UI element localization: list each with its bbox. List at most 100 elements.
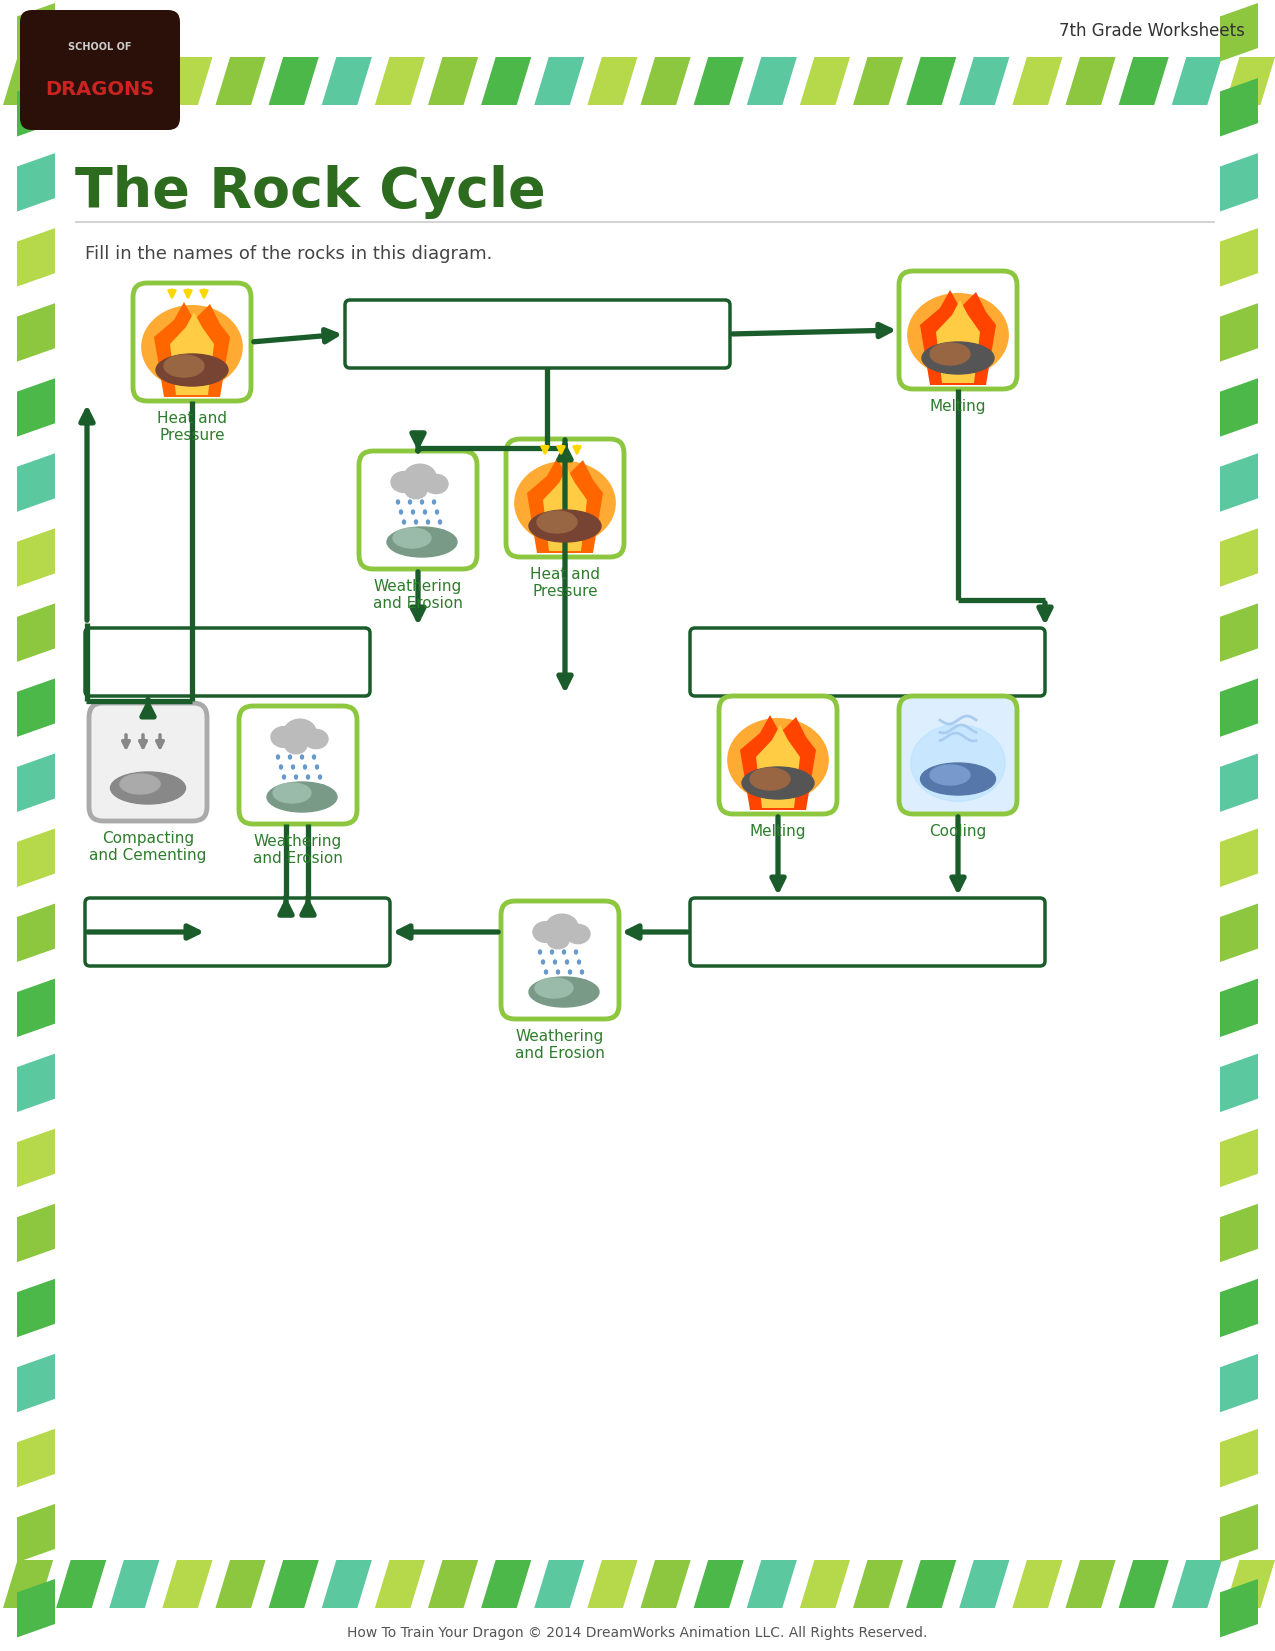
Ellipse shape: [417, 530, 421, 533]
Polygon shape: [1220, 1129, 1258, 1187]
Ellipse shape: [529, 977, 599, 1007]
Text: Melting: Melting: [929, 400, 987, 414]
Polygon shape: [1066, 58, 1116, 106]
Ellipse shape: [547, 931, 569, 949]
Polygon shape: [1220, 304, 1258, 362]
Polygon shape: [747, 1560, 797, 1608]
Ellipse shape: [279, 764, 283, 769]
Ellipse shape: [562, 949, 566, 954]
Text: DRAGONS: DRAGONS: [46, 79, 154, 99]
Polygon shape: [1220, 528, 1258, 586]
Polygon shape: [1172, 58, 1221, 106]
Polygon shape: [747, 58, 797, 106]
FancyBboxPatch shape: [506, 439, 623, 556]
Ellipse shape: [393, 528, 431, 548]
Text: SCHOOL OF: SCHOOL OF: [69, 41, 131, 51]
Ellipse shape: [425, 474, 448, 494]
Ellipse shape: [584, 981, 586, 984]
Polygon shape: [17, 679, 55, 736]
Polygon shape: [17, 1129, 55, 1187]
Ellipse shape: [553, 959, 556, 964]
Polygon shape: [375, 1560, 425, 1608]
FancyBboxPatch shape: [360, 451, 477, 570]
Ellipse shape: [266, 783, 337, 812]
Polygon shape: [1220, 1578, 1258, 1638]
FancyBboxPatch shape: [899, 697, 1017, 814]
Ellipse shape: [284, 720, 316, 745]
Polygon shape: [56, 1560, 106, 1608]
Ellipse shape: [515, 462, 615, 545]
Polygon shape: [1220, 1428, 1258, 1488]
Ellipse shape: [277, 755, 279, 759]
Polygon shape: [1118, 58, 1169, 106]
Ellipse shape: [921, 763, 996, 796]
Polygon shape: [17, 603, 55, 662]
FancyBboxPatch shape: [719, 697, 836, 814]
Polygon shape: [3, 1560, 54, 1608]
FancyBboxPatch shape: [89, 703, 207, 821]
Ellipse shape: [414, 520, 417, 523]
Ellipse shape: [315, 764, 319, 769]
Polygon shape: [527, 457, 603, 553]
Polygon shape: [1220, 679, 1258, 736]
Polygon shape: [17, 1428, 55, 1488]
Polygon shape: [534, 58, 584, 106]
Text: Fill in the names of the rocks in this diagram.: Fill in the names of the rocks in this d…: [85, 244, 492, 263]
Ellipse shape: [286, 784, 288, 789]
Ellipse shape: [303, 730, 328, 748]
Ellipse shape: [319, 774, 321, 779]
Ellipse shape: [432, 500, 436, 504]
Polygon shape: [170, 312, 214, 395]
Polygon shape: [17, 78, 55, 137]
Polygon shape: [1012, 58, 1062, 106]
Polygon shape: [481, 1560, 532, 1608]
Polygon shape: [1012, 1560, 1062, 1608]
Ellipse shape: [412, 510, 414, 513]
Polygon shape: [17, 454, 55, 512]
Ellipse shape: [441, 530, 445, 533]
Ellipse shape: [306, 774, 310, 779]
Polygon shape: [588, 58, 638, 106]
Polygon shape: [17, 1578, 55, 1638]
Polygon shape: [1220, 228, 1258, 287]
Text: Heat and
Pressure: Heat and Pressure: [530, 566, 601, 599]
Polygon shape: [17, 1053, 55, 1113]
Ellipse shape: [408, 500, 412, 504]
Polygon shape: [428, 58, 478, 106]
Ellipse shape: [436, 510, 439, 513]
Text: Weathering
and Erosion: Weathering and Erosion: [252, 834, 343, 867]
Polygon shape: [162, 1560, 213, 1608]
Ellipse shape: [321, 784, 325, 789]
Polygon shape: [17, 753, 55, 812]
Polygon shape: [1220, 1504, 1258, 1562]
Polygon shape: [1225, 1560, 1275, 1608]
Polygon shape: [1220, 829, 1258, 887]
Ellipse shape: [427, 520, 430, 523]
Text: Compacting
and Cementing: Compacting and Cementing: [89, 830, 207, 863]
Polygon shape: [1220, 1354, 1258, 1412]
Ellipse shape: [312, 755, 315, 759]
Polygon shape: [428, 1560, 478, 1608]
Polygon shape: [1220, 78, 1258, 137]
Ellipse shape: [142, 305, 242, 388]
Ellipse shape: [533, 921, 558, 943]
Ellipse shape: [571, 981, 575, 984]
Text: Melting: Melting: [750, 824, 806, 839]
Ellipse shape: [430, 530, 432, 533]
Ellipse shape: [910, 725, 1005, 801]
Ellipse shape: [405, 480, 427, 499]
Polygon shape: [694, 1560, 743, 1608]
Polygon shape: [1220, 903, 1258, 963]
Polygon shape: [17, 1204, 55, 1263]
Polygon shape: [959, 58, 1010, 106]
Polygon shape: [17, 228, 55, 287]
Polygon shape: [17, 903, 55, 963]
Ellipse shape: [922, 342, 994, 375]
Ellipse shape: [538, 949, 542, 954]
Polygon shape: [1220, 753, 1258, 812]
Polygon shape: [1172, 1560, 1221, 1608]
Polygon shape: [1220, 378, 1258, 438]
Ellipse shape: [566, 925, 590, 944]
Polygon shape: [921, 291, 996, 385]
Ellipse shape: [929, 343, 970, 365]
